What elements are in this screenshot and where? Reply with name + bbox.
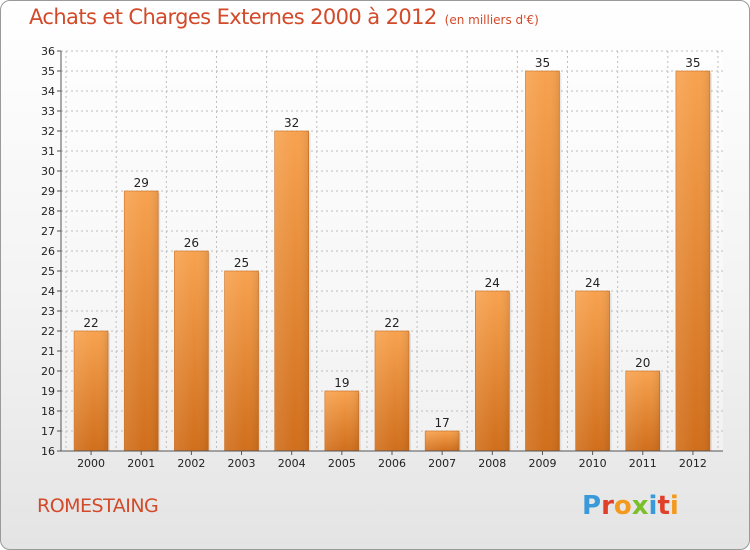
bar-value-label: 19 — [334, 376, 349, 390]
logo-letter: x — [631, 491, 649, 521]
chart-subtitle: (en milliers d'€) — [444, 13, 539, 27]
bar-sheen — [124, 191, 159, 451]
bar-sheen — [274, 131, 309, 451]
y-tick-label: 20 — [41, 365, 55, 378]
y-tick-label: 27 — [41, 225, 55, 238]
x-tick-label: 2004 — [278, 457, 306, 470]
bar-value-label: 22 — [384, 316, 399, 330]
bar-sheen — [575, 291, 610, 451]
x-tick-label: 2011 — [629, 457, 657, 470]
proxiti-logo[interactable]: Proxiti — [582, 491, 679, 521]
y-tick-label: 26 — [41, 245, 55, 258]
y-tick-label: 19 — [41, 385, 55, 398]
y-tick-label: 30 — [41, 165, 55, 178]
bar-value-label: 17 — [435, 416, 450, 430]
bar-value-label: 24 — [585, 276, 600, 290]
y-tick-label: 22 — [41, 325, 55, 338]
logo-letter: t — [657, 491, 670, 521]
bar-value-label: 32 — [284, 116, 299, 130]
y-tick-label: 16 — [41, 445, 55, 458]
y-tick-label: 31 — [41, 145, 55, 158]
logo-letter: P — [582, 491, 602, 521]
y-tick-label: 18 — [41, 405, 55, 418]
bar-value-label: 26 — [184, 236, 199, 250]
bar-sheen — [525, 71, 560, 451]
y-tick-label: 28 — [41, 205, 55, 218]
commune-name: ROMESTAING — [37, 495, 159, 517]
y-tick-label: 34 — [41, 85, 55, 98]
x-tick-label: 2006 — [378, 457, 406, 470]
y-tick-label: 29 — [41, 185, 55, 198]
bar-value-label: 35 — [685, 56, 700, 70]
y-tick-label: 36 — [41, 45, 55, 58]
bar-value-label: 35 — [535, 56, 550, 70]
y-tick-label: 25 — [41, 265, 55, 278]
bar-sheen — [375, 331, 409, 451]
bar-sheen — [475, 291, 510, 451]
y-tick-label: 17 — [41, 425, 55, 438]
x-tick-label: 2007 — [428, 457, 456, 470]
bar-sheen — [74, 331, 109, 451]
x-tick-label: 2008 — [478, 457, 506, 470]
x-tick-label: 2001 — [127, 457, 155, 470]
logo-letter: r — [601, 491, 614, 521]
y-tick-label: 35 — [41, 65, 55, 78]
bar-sheen — [625, 371, 660, 451]
y-tick-label: 24 — [41, 285, 55, 298]
chart-title-text: Achats et Charges Externes 2000 à 2012 — [29, 5, 437, 29]
y-tick-label: 23 — [41, 305, 55, 318]
x-tick-label: 2009 — [528, 457, 556, 470]
logo-letter: i — [669, 491, 679, 521]
bar-sheen — [675, 71, 710, 451]
logo-letter: o — [613, 491, 632, 521]
bar-sheen — [425, 431, 460, 451]
bar-value-label: 25 — [234, 256, 249, 270]
x-tick-label: 2012 — [679, 457, 707, 470]
x-tick-label: 2005 — [328, 457, 356, 470]
bar-value-label: 29 — [134, 176, 149, 190]
x-tick-label: 2002 — [177, 457, 205, 470]
bar-sheen — [324, 391, 359, 451]
y-tick-label: 32 — [41, 125, 55, 138]
x-tick-label: 2000 — [77, 457, 105, 470]
bar-value-label: 20 — [635, 356, 650, 370]
bar-value-label: 24 — [485, 276, 500, 290]
chart-title: Achats et Charges Externes 2000 à 2012 (e… — [29, 5, 539, 29]
y-tick-label: 33 — [41, 105, 55, 118]
bar-sheen — [174, 251, 209, 451]
bar-value-label: 22 — [83, 316, 98, 330]
logo-letter: i — [648, 491, 658, 521]
y-tick-label: 21 — [41, 345, 55, 358]
x-tick-label: 2003 — [228, 457, 256, 470]
bar-sheen — [224, 271, 259, 451]
x-tick-label: 2010 — [579, 457, 607, 470]
